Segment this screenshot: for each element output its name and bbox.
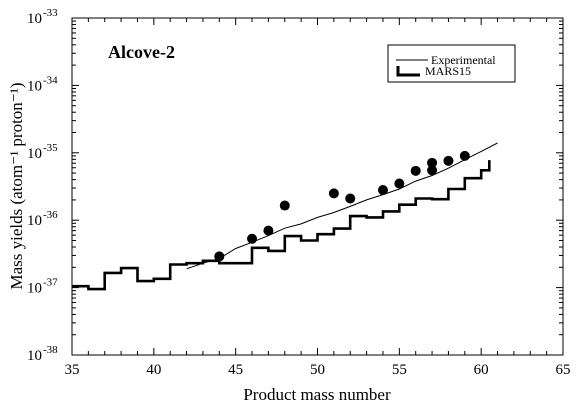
y-tick-label: 10 <box>27 213 42 229</box>
legend-line-mars15 <box>396 66 420 77</box>
data-point-marker <box>263 225 274 236</box>
data-point-marker <box>410 165 421 176</box>
x-tick-label: 65 <box>556 362 571 378</box>
legend-label-experimental: Experimental <box>431 53 496 67</box>
data-point-marker <box>247 233 258 244</box>
x-tick-label: 45 <box>228 362 243 378</box>
y-tick-label-exponent: -33 <box>43 7 58 19</box>
data-point-marker <box>345 193 356 204</box>
series-mars15-step <box>72 160 491 291</box>
data-point-marker <box>427 157 438 168</box>
data-point-marker <box>214 251 225 262</box>
data-point-marker <box>279 200 290 211</box>
data-point-marker <box>427 165 438 176</box>
y-tick-label: 10 <box>27 78 42 94</box>
x-tick-label: 50 <box>310 362 325 378</box>
data-point-marker <box>459 150 470 161</box>
series-layer <box>72 142 498 291</box>
y-axis-title: Mass yields (atom⁻¹ proton⁻¹) <box>7 82 26 289</box>
y-tick-label-exponent: -34 <box>43 74 58 86</box>
data-point-marker <box>377 185 388 196</box>
legend: Experimental MARS15 <box>387 44 516 83</box>
tick-marks <box>71 17 564 356</box>
legend-label-mars15: MARS15 <box>425 64 471 78</box>
x-tick-label: 35 <box>65 362 80 378</box>
y-tick-label: 10 <box>27 11 42 27</box>
y-tick-label-exponent: -36 <box>43 209 58 221</box>
data-point-marker <box>443 155 454 166</box>
x-tick-label: 55 <box>392 362 407 378</box>
y-tick-label-exponent: -38 <box>43 344 58 356</box>
x-tick-label: 40 <box>146 362 161 378</box>
x-tick-label: 60 <box>474 362 489 378</box>
y-tick-label: 10 <box>27 348 42 364</box>
panel-annotation: Alcove-2 <box>108 42 175 62</box>
y-tick-label: 10 <box>27 146 42 162</box>
data-point-marker <box>328 188 339 199</box>
data-point-marker <box>394 178 405 189</box>
x-tick-labels: 35 40 45 50 55 60 65 <box>65 362 571 378</box>
y-tick-label-exponent: -37 <box>43 277 58 289</box>
series-experimental-line <box>186 142 498 270</box>
y-tick-label: 10 <box>27 281 42 297</box>
x-axis-title: Product mass number <box>243 385 391 404</box>
y-tick-label-exponent: -35 <box>43 142 58 154</box>
